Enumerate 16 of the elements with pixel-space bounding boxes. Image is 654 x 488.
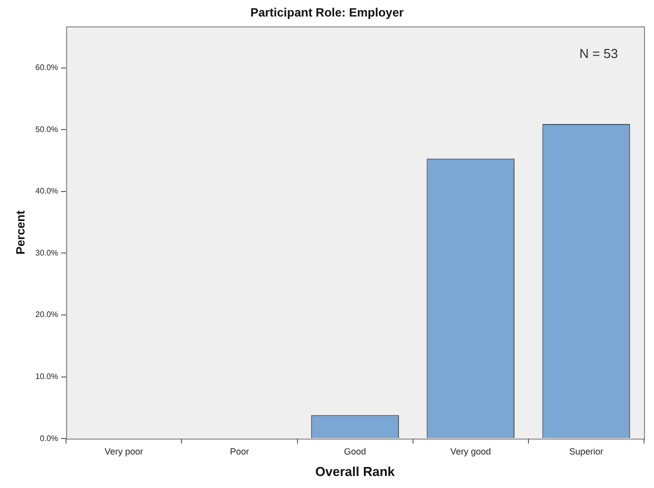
x-tick-label: Good [344,446,366,456]
x-tick-label: Very good [450,446,491,456]
x-tick-label: Poor [230,446,249,456]
y-tick-label: 30.0% [35,248,58,258]
chart-title: Participant Role: Employer [250,6,404,20]
y-tick-label: 20.0% [35,310,58,320]
x-tick-label: Very poor [104,446,144,456]
x-axis-title: Overall Rank [315,464,396,479]
y-tick-label: 10.0% [35,372,58,382]
x-tick-label: Superior [569,446,604,456]
annotation: N = 53 [579,46,618,61]
y-axis-title: Percent [14,210,28,255]
y-tick-label: 50.0% [35,124,58,134]
y-tick-label: 60.0% [35,63,58,72]
y-tick-label: 0.0% [40,434,58,443]
y-tick-label: 40.0% [35,186,58,196]
